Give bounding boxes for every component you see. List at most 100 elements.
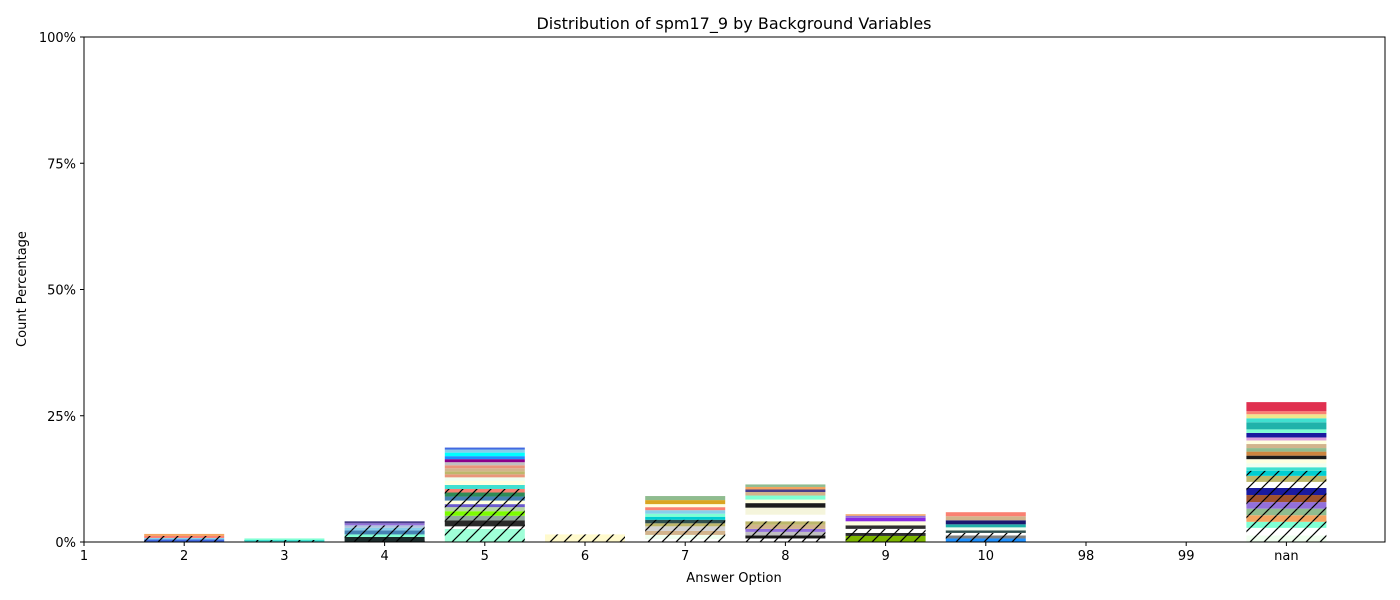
- bar-segment: [244, 538, 325, 540]
- bar-segment-hatch: [444, 511, 525, 516]
- bar-5: [444, 447, 525, 542]
- bar-segment-hatch: [745, 531, 826, 536]
- bar-segment-hatch: [444, 520, 525, 527]
- bar-10: [945, 512, 1026, 542]
- bar-segment: [444, 477, 525, 481]
- x-tick-label: 9: [881, 549, 889, 564]
- bar-segment-hatch: [1246, 515, 1327, 522]
- bar-segment-hatch: [144, 537, 225, 540]
- bar-segment: [845, 525, 926, 529]
- bar-segment: [444, 465, 525, 469]
- bar-segment: [645, 500, 726, 505]
- x-tick-label: 3: [280, 549, 288, 564]
- bar-segment: [845, 517, 926, 522]
- bar-segment: [444, 484, 525, 489]
- bar-segment-hatch: [1246, 470, 1327, 476]
- x-tick-label: 99: [1178, 549, 1195, 564]
- bar-segment: [745, 499, 826, 504]
- bar-segment: [444, 447, 525, 450]
- y-axis-title: Count Percentage: [15, 231, 30, 347]
- bar-segment: [945, 520, 1026, 525]
- bar-segment: [144, 533, 225, 536]
- bar-segment-hatch: [945, 535, 1026, 539]
- bar-segment: [444, 459, 525, 463]
- x-tick-label: 7: [681, 549, 689, 564]
- bar-segment-hatch: [444, 504, 525, 508]
- bar-segment: [945, 527, 1026, 531]
- bar-segment: [444, 471, 525, 475]
- bar-segment: [344, 523, 425, 526]
- bar-segment: [845, 521, 926, 526]
- x-tick-label: 6: [581, 549, 589, 564]
- bar-segment-hatch: [1246, 527, 1327, 536]
- bar-segment-hatch: [1246, 475, 1327, 482]
- bar-segment-hatch: [1246, 481, 1327, 488]
- bar-segment: [1246, 459, 1327, 464]
- bar-segment-hatch: [545, 534, 625, 542]
- bar-segment: [645, 516, 726, 520]
- x-tick-label: 4: [380, 549, 388, 564]
- bar-segment: [945, 524, 1026, 528]
- bar-segment-hatch: [444, 488, 525, 493]
- x-tick-label: 5: [481, 549, 489, 564]
- bar-segment-hatch: [444, 507, 525, 512]
- bar-segment: [745, 486, 826, 490]
- bar-segment: [745, 507, 826, 515]
- bar-7: [645, 496, 726, 542]
- bar-segment: [1246, 429, 1327, 433]
- bar-segment: [1246, 437, 1327, 441]
- bar-segment-hatch: [645, 534, 726, 539]
- bar-segment: [444, 468, 525, 472]
- bar-segment-hatch: [444, 492, 525, 497]
- bar-segment-hatch: [1246, 502, 1327, 509]
- bar-segment: [845, 514, 926, 516]
- bar-segment: [1246, 463, 1327, 468]
- bar-segment: [745, 495, 826, 500]
- plot-background: [84, 37, 1385, 542]
- bar-segment-hatch: [745, 524, 826, 529]
- bar-segment: [1246, 451, 1327, 456]
- x-tick-label: 1: [80, 549, 88, 564]
- x-axis-title: Answer Option: [686, 571, 781, 586]
- bar-segment: [645, 507, 726, 511]
- bar-segment-hatch: [1246, 487, 1327, 496]
- bars-layer: [144, 402, 1327, 542]
- bar-segment: [945, 516, 1026, 521]
- bar-segment-hatch: [444, 526, 525, 529]
- bar-segment-hatch: [344, 527, 425, 531]
- bar-segment: [444, 474, 525, 478]
- bar-segment-hatch: [144, 539, 225, 542]
- bar-segment-hatch: [444, 528, 525, 542]
- bar-segment: [745, 514, 826, 522]
- bar-8: [745, 484, 826, 542]
- x-tick-label: 10: [978, 549, 995, 564]
- bar-segment-hatch: [444, 515, 525, 521]
- bar-6: [545, 534, 625, 542]
- bar-segment-hatch: [845, 532, 926, 536]
- bar-segment: [645, 496, 726, 501]
- bar-segment-hatch: [344, 525, 425, 528]
- bar-segment: [1246, 411, 1327, 415]
- bar-segment: [1246, 422, 1327, 430]
- bar-segment-hatch: [144, 535, 225, 538]
- bar-segment: [444, 462, 525, 466]
- x-tick-label: 8: [781, 549, 789, 564]
- bar-segment: [645, 504, 726, 508]
- bar-segment: [745, 503, 826, 508]
- bar-segment: [1246, 418, 1327, 423]
- bar-segment: [1246, 402, 1327, 412]
- chart-title: Distribution of spm17_9 by Background Va…: [536, 14, 931, 34]
- bar-segment-hatch: [745, 535, 826, 539]
- bar-segment: [1246, 448, 1327, 452]
- bar-segment: [1246, 432, 1327, 438]
- y-tick-label: 100%: [39, 31, 76, 46]
- bar-segment: [1246, 414, 1327, 419]
- x-tick-label: nan: [1274, 549, 1298, 564]
- bar-segment: [645, 513, 726, 517]
- bar-segment-hatch: [1246, 535, 1327, 542]
- x-ticks: 1 2 3 4 5 6 7 8 9 10 98 99 nan: [80, 542, 1299, 564]
- y-tick-label: 75%: [47, 157, 76, 172]
- bar-segment-hatch: [845, 535, 926, 542]
- bar-4: [344, 521, 425, 542]
